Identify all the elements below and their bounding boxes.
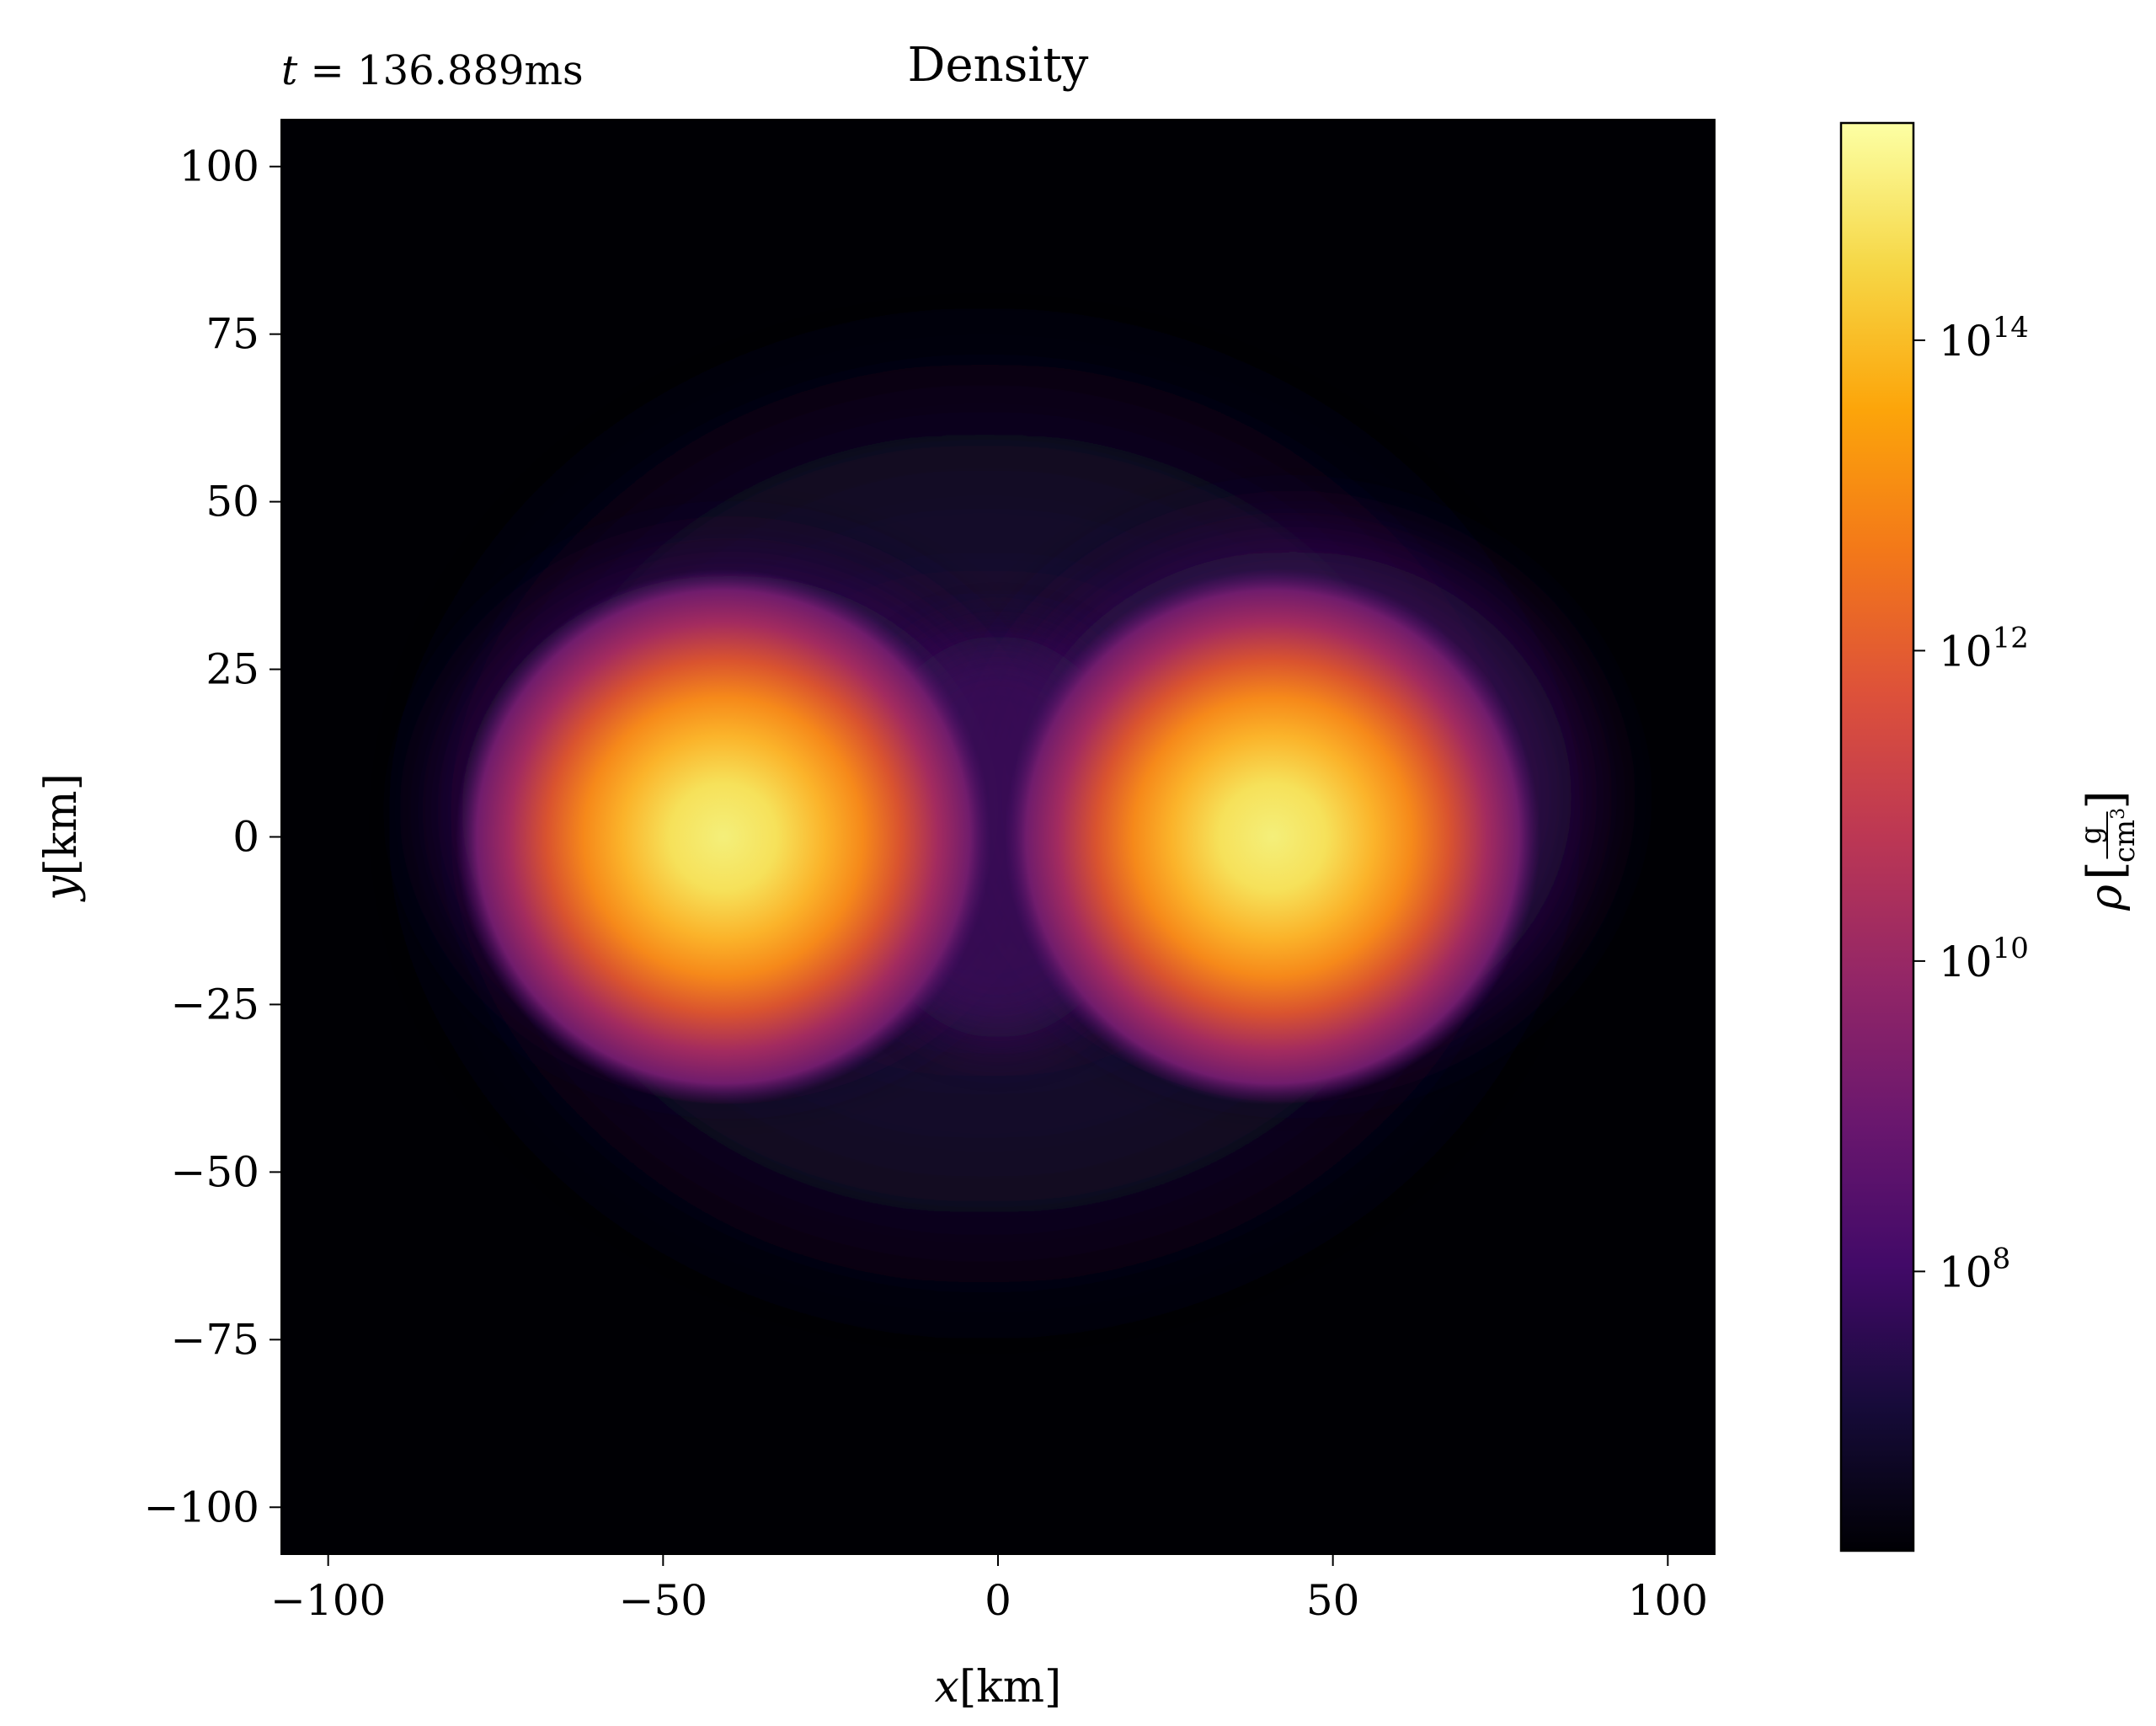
time-label-equals: = bbox=[297, 47, 357, 94]
colorbar-label: ρ [ g cm3 ] bbox=[2074, 790, 2142, 911]
colorbar-tick-base: 10 bbox=[1939, 938, 1993, 986]
y-tick-label: 0 bbox=[232, 813, 259, 862]
colorbar-tick-label: 108 bbox=[1939, 1242, 2010, 1296]
colorbar-tick-label: 1010 bbox=[1939, 932, 2029, 986]
colorbar-label-den-exp: 3 bbox=[2108, 808, 2129, 820]
x-tick-label: 0 bbox=[985, 1576, 1011, 1625]
y-tick-label: 25 bbox=[205, 645, 259, 694]
x-tick-label: 50 bbox=[1306, 1576, 1360, 1625]
time-label-value: 136.889ms bbox=[357, 47, 584, 94]
time-label: t = 136.889ms bbox=[281, 47, 584, 94]
y-axis: 100 75 50 25 0 −25 −50 −75 −100 bbox=[144, 142, 281, 1531]
x-axis-label: x[km] bbox=[935, 1662, 1062, 1713]
x-axis-label-unit: [km] bbox=[959, 1662, 1061, 1713]
colorbar-tick-base: 10 bbox=[1939, 1248, 1993, 1296]
colorbar-label-numerator: g bbox=[2074, 826, 2108, 845]
x-tick-label: 100 bbox=[1628, 1576, 1708, 1625]
colorbar-tick-exp: 10 bbox=[1993, 932, 2029, 965]
y-axis-label-unit: [km] bbox=[36, 773, 87, 875]
x-axis-label-var: x bbox=[935, 1662, 959, 1713]
y-tick-label: −75 bbox=[170, 1315, 259, 1364]
x-tick-label: −50 bbox=[619, 1576, 708, 1625]
colorbar-tick-base: 10 bbox=[1939, 627, 1993, 676]
colorbar-tick-exp: 8 bbox=[1993, 1242, 2011, 1275]
colorbar-label-bracket-left: [ bbox=[2077, 861, 2134, 880]
x-axis: −100 −50 0 50 100 bbox=[270, 1554, 1708, 1625]
colorbar-gradient bbox=[1839, 121, 1915, 1552]
colorbar-tick-label: 1014 bbox=[1939, 311, 2029, 366]
colorbar-tick-label: 1012 bbox=[1939, 621, 2029, 676]
colorbar-tick-base: 10 bbox=[1939, 317, 1993, 366]
left-core bbox=[455, 569, 992, 1105]
colorbar-label-den-base: cm bbox=[2108, 820, 2142, 863]
y-tick-label: −25 bbox=[170, 980, 259, 1029]
x-tick-label: −100 bbox=[270, 1576, 386, 1625]
colorbar-label-denominator: cm3 bbox=[2108, 808, 2142, 863]
time-label-symbol: t bbox=[281, 47, 298, 94]
y-tick-label: 50 bbox=[205, 478, 259, 526]
colorbar-tick-exp: 14 bbox=[1993, 311, 2029, 345]
y-axis-label: y[km] bbox=[36, 773, 87, 902]
colorbar-label-bracket-right: ] bbox=[2077, 790, 2134, 810]
y-tick-label: 100 bbox=[179, 142, 259, 191]
colorbar-tick-exp: 12 bbox=[1993, 621, 2029, 655]
y-tick-label: 75 bbox=[205, 310, 259, 359]
y-axis-label-var: y bbox=[36, 875, 87, 902]
colorbar-label-symbol: ρ bbox=[2081, 884, 2132, 911]
chart-title: Density bbox=[908, 38, 1089, 93]
y-tick-label: −50 bbox=[170, 1147, 259, 1196]
y-tick-label: −100 bbox=[144, 1483, 259, 1531]
density-heatmap bbox=[281, 120, 1715, 1554]
right-core bbox=[1004, 569, 1541, 1105]
